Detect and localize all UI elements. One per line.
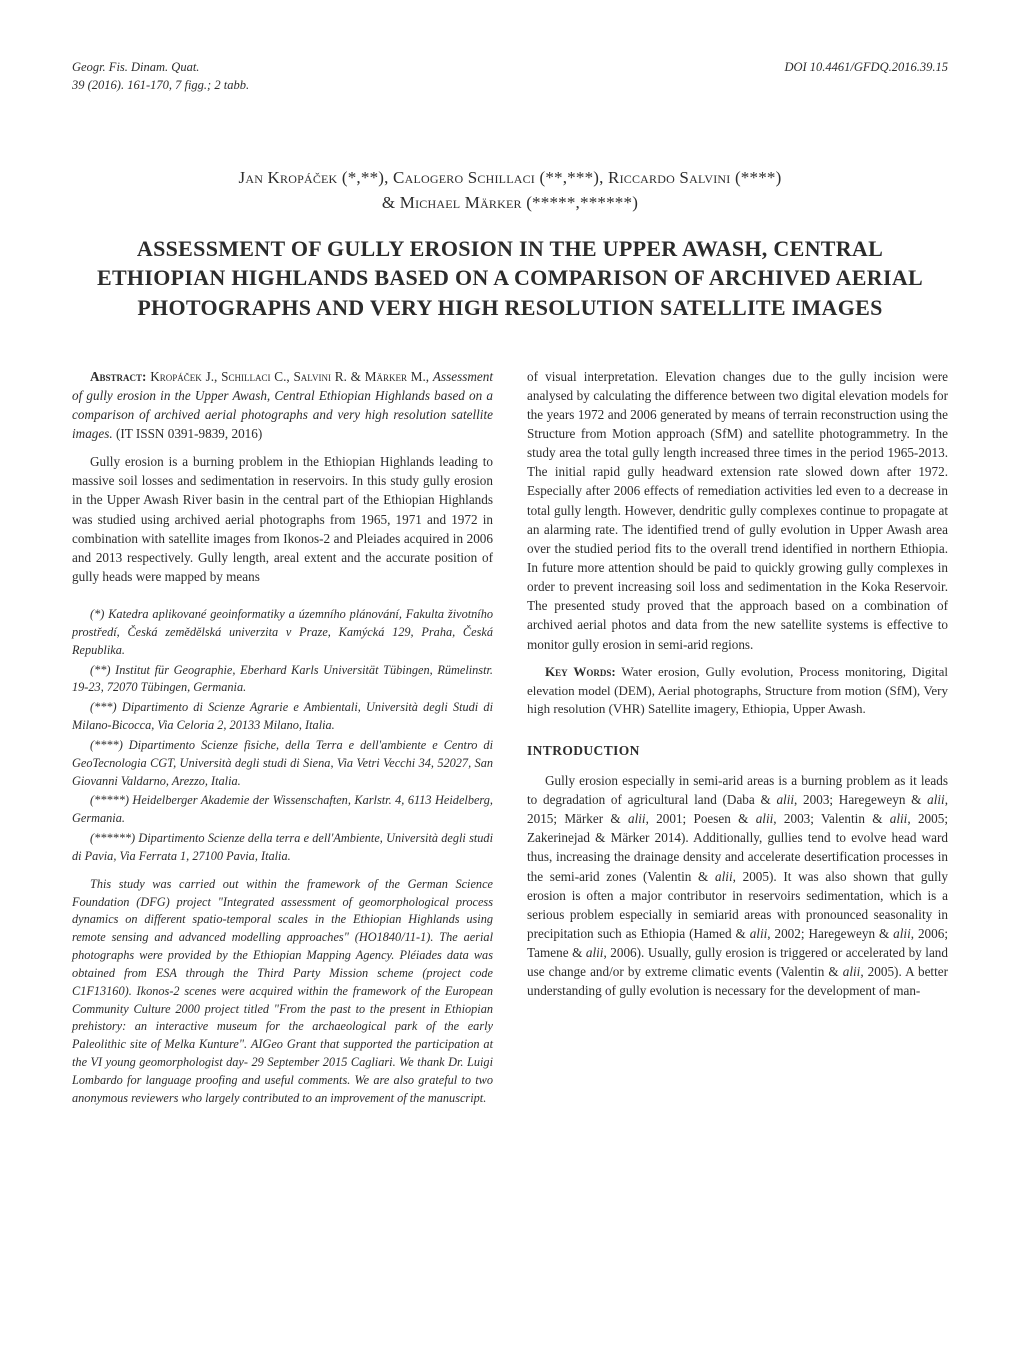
journal-issue: 39 (2016). 161-170, 7 figg.; 2 tabb. [72,76,249,94]
authors-line-2: & Michael Märker (*****,******) [382,193,638,212]
left-column: Abstract: Kropáček J., Schillaci C., Sal… [72,367,493,1108]
abstract-label: Abstract: [90,369,146,384]
abstract-para-2: of visual interpretation. Elevation chan… [527,367,948,654]
acknowledgment: This study was carried out within the fr… [72,876,493,1108]
abstract-para-1: Gully erosion is a burning problem in th… [72,452,493,586]
affiliation: (*****) Heidelberger Akademie der Wissen… [72,792,493,828]
journal-name: Geogr. Fis. Dinam. Quat. [72,58,249,76]
journal-meta: Geogr. Fis. Dinam. Quat. 39 (2016). 161-… [72,58,249,94]
abstract-authors: Kropáček J., Schillaci C., Salvini R. & … [150,369,429,384]
article-title: ASSESSMENT OF GULLY EROSION IN THE UPPER… [90,234,930,323]
right-column: of visual interpretation. Elevation chan… [527,367,948,1108]
intro-paragraph: Gully erosion especially in semi-arid ar… [527,771,948,1001]
affiliation: (***) Dipartimento di Scienze Agrarie e … [72,699,493,735]
two-column-body: Abstract: Kropáček J., Schillaci C., Sal… [72,367,948,1108]
affiliation: (*) Katedra aplikované geoinformatiky a … [72,606,493,659]
affiliation: (****) Dipartimento Scienze fisiche, del… [72,737,493,790]
page-header: Geogr. Fis. Dinam. Quat. 39 (2016). 161-… [72,58,948,94]
doi: DOI 10.4461/GFDQ.2016.39.15 [784,58,948,94]
abstract-citation: Abstract: Kropáček J., Schillaci C., Sal… [72,367,493,444]
abstract-citation-tail: (IT ISSN 0391-9839, 2016) [113,426,263,441]
authors-line-1: Jan Kropáček (*,**), Calogero Schillaci … [239,168,782,187]
keywords: Key Words: Water erosion, Gully evolutio… [527,663,948,720]
authors: Jan Kropáček (*,**), Calogero Schillaci … [72,166,948,215]
affiliation: (******) Dipartimento Scienze della terr… [72,830,493,866]
affiliation: (**) Institut für Geographie, Eberhard K… [72,662,493,698]
affiliations-block: (*) Katedra aplikované geoinformatiky a … [72,606,493,866]
keywords-label: Key Words: [545,664,616,679]
section-heading-introduction: INTRODUCTION [527,741,948,761]
